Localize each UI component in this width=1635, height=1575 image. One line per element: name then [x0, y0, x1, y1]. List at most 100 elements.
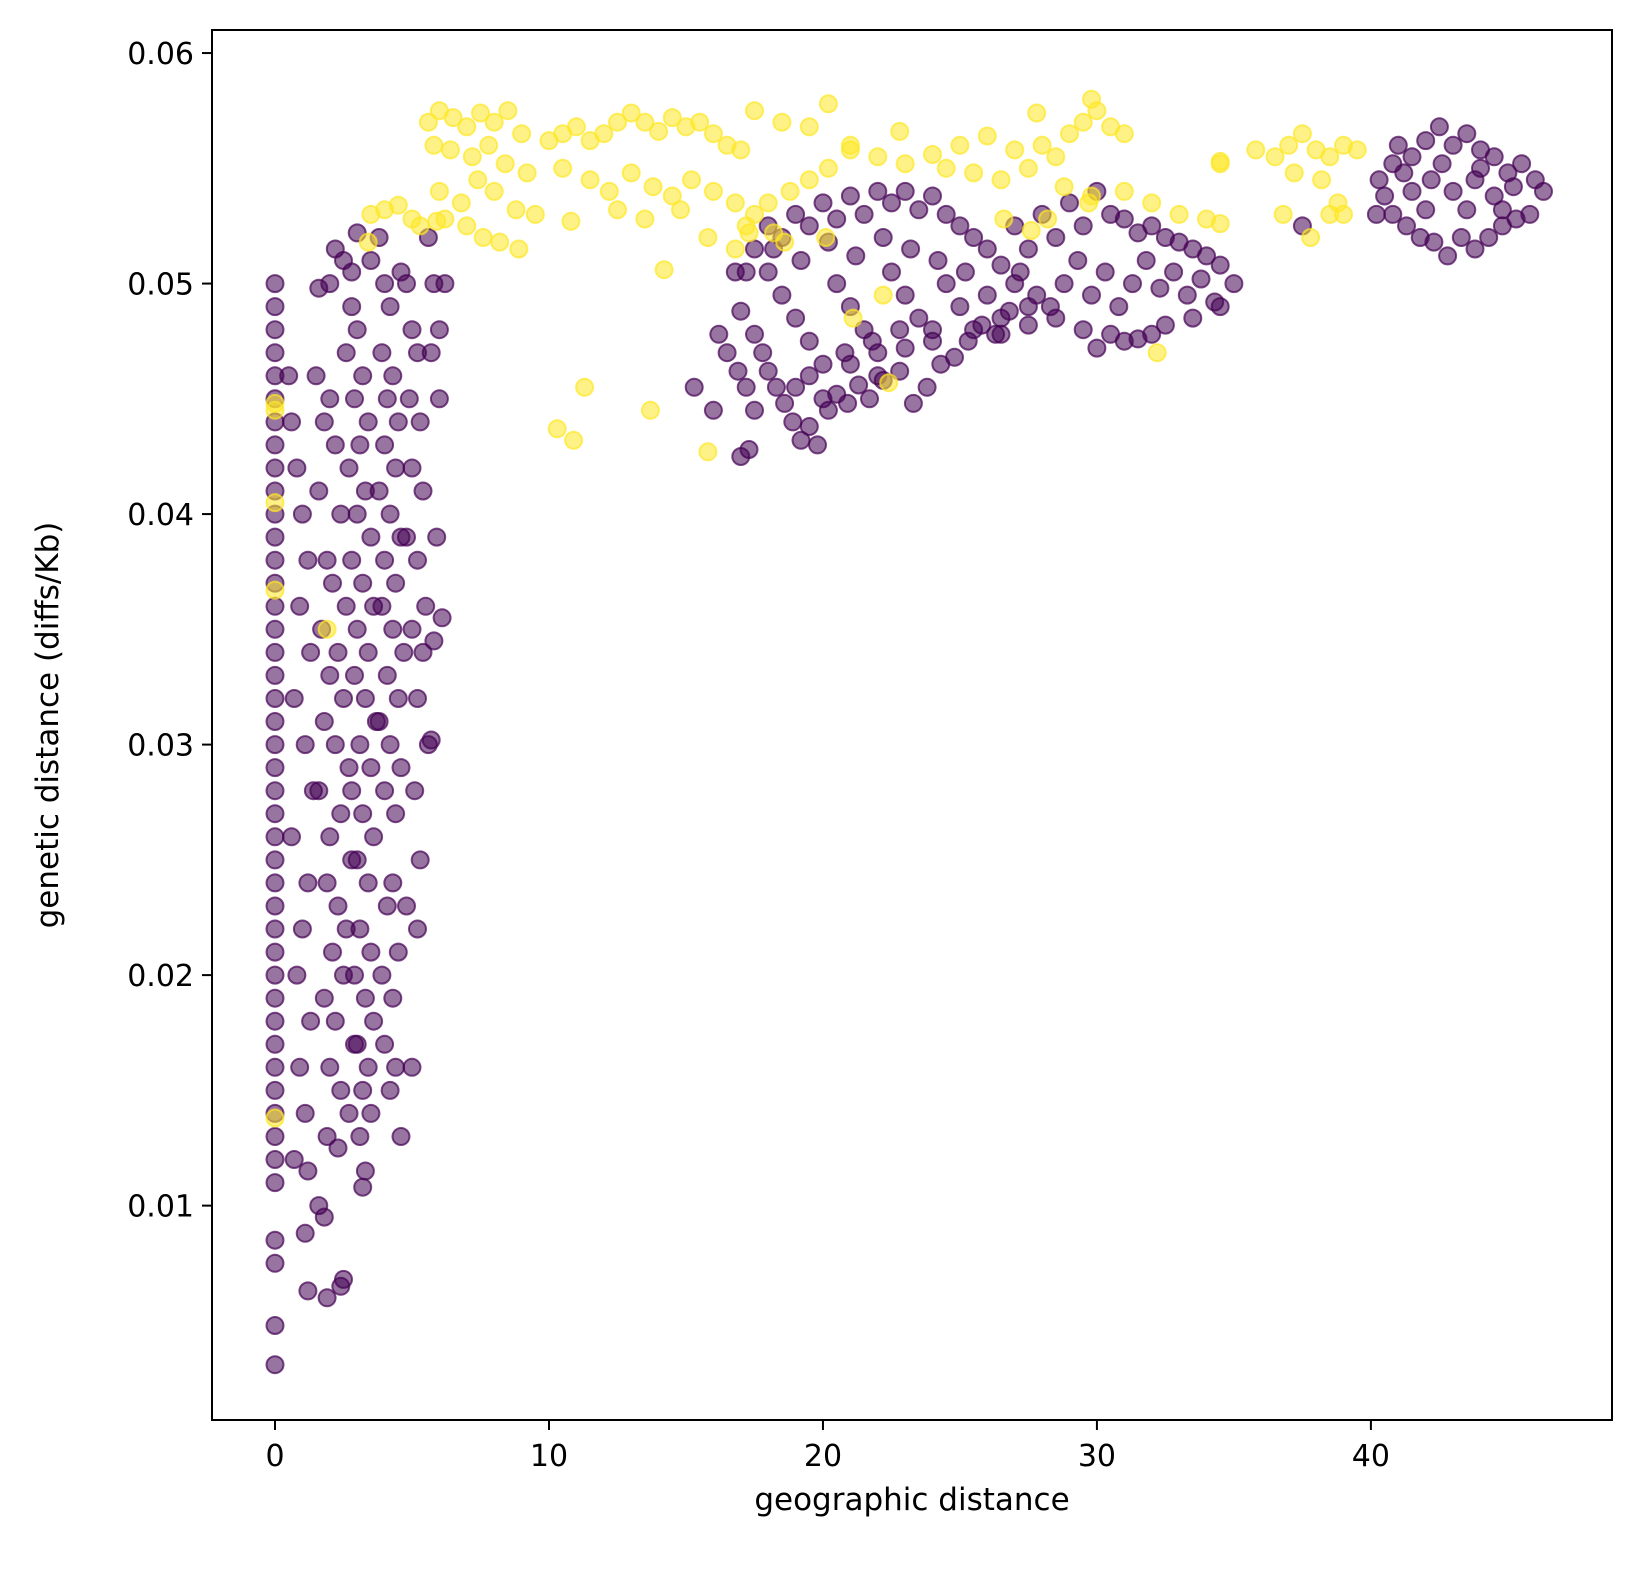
scatter-point — [621, 163, 641, 183]
scatter-point — [923, 186, 942, 206]
scatter-point — [818, 158, 838, 178]
scatter-point — [471, 103, 490, 123]
scatter-point — [854, 204, 874, 224]
scatter-point — [339, 458, 359, 478]
scatter-point — [868, 181, 888, 201]
scatter-point — [799, 170, 819, 190]
scatter-point — [1123, 274, 1142, 294]
scatter-point — [964, 320, 984, 340]
scatter-point — [342, 262, 362, 282]
scatter-point — [314, 412, 334, 432]
scatter-point — [1347, 140, 1367, 160]
scatter-point — [432, 608, 452, 628]
scatter-point — [909, 308, 929, 328]
plot-frame — [211, 29, 1613, 1421]
scatter-point — [1484, 186, 1504, 206]
scatter-point — [745, 101, 764, 121]
scatter-point — [295, 1223, 315, 1243]
scatter-point — [265, 320, 285, 340]
scatter-point — [342, 781, 362, 801]
scatter-point — [399, 389, 419, 409]
scatter-point — [758, 193, 778, 213]
scatter-point — [353, 1080, 373, 1100]
scatter-point — [380, 1080, 400, 1100]
scatter-point — [413, 642, 433, 662]
scatter-point — [643, 177, 663, 197]
scatter-point — [265, 1253, 285, 1273]
scatter-point — [377, 665, 397, 685]
scatter-point — [353, 804, 373, 824]
scatter-point — [1018, 158, 1038, 178]
scatter-point — [838, 393, 858, 413]
scatter-point — [402, 1057, 422, 1077]
scatter-point — [1136, 251, 1156, 270]
scatter-point — [355, 689, 375, 708]
scatter-point — [635, 112, 655, 132]
scatter-point — [301, 1011, 321, 1031]
scatter-point — [265, 1173, 285, 1193]
scatter-point — [813, 354, 833, 374]
scatter-point — [662, 108, 682, 128]
scatter-point — [843, 308, 863, 328]
scatter-point — [895, 154, 915, 174]
scatter-point — [1038, 209, 1058, 229]
scatter-point — [1402, 181, 1422, 201]
scatter-point — [813, 389, 833, 409]
scatter-point — [325, 1011, 345, 1031]
scatter-point — [462, 147, 482, 167]
scatter-point — [397, 527, 416, 547]
scatter-point — [317, 619, 337, 639]
scatter-point — [418, 112, 438, 132]
scatter-point — [799, 117, 819, 137]
scatter-point — [402, 209, 422, 229]
scatter-point — [1334, 204, 1353, 224]
scatter-point — [457, 216, 477, 236]
scatter-point — [1457, 124, 1477, 144]
x-tick-label: 10 — [530, 1439, 568, 1474]
scatter-point — [429, 320, 449, 340]
scatter-point — [827, 209, 847, 229]
scatter-point — [703, 400, 723, 420]
scatter-point — [309, 481, 329, 501]
scatter-point — [1046, 308, 1066, 328]
scatter-point — [799, 417, 819, 436]
scatter-point — [1197, 246, 1216, 266]
scatter-point — [309, 278, 329, 298]
scatter-point — [772, 285, 792, 305]
scatter-point — [358, 642, 378, 662]
scatter-point — [380, 504, 400, 524]
scatter-point — [728, 361, 748, 381]
x-tick-label: 20 — [804, 1439, 842, 1474]
scatter-point — [314, 988, 334, 1008]
scatter-point — [1142, 216, 1162, 236]
scatter-point — [509, 239, 529, 259]
scatter-point — [923, 145, 942, 164]
scatter-point — [435, 274, 455, 294]
scatter-point — [350, 1127, 370, 1146]
scatter-point — [599, 181, 619, 201]
scatter-point — [977, 239, 997, 259]
scatter-point — [328, 642, 348, 662]
scatter-point — [309, 781, 329, 801]
scatter-point — [314, 712, 334, 731]
scatter-point — [265, 343, 285, 363]
scatter-point — [375, 274, 395, 294]
scatter-point — [772, 112, 792, 132]
scatter-point — [424, 631, 444, 651]
scatter-point — [553, 158, 573, 178]
scatter-point — [317, 1288, 337, 1308]
scatter-point — [375, 1034, 395, 1054]
scatter-point — [342, 550, 362, 570]
scatter-point — [786, 377, 806, 397]
scatter-point — [1010, 262, 1030, 282]
scatter-point — [1046, 228, 1066, 247]
scatter-point — [457, 117, 477, 137]
scatter-point — [566, 117, 586, 137]
scatter-point — [775, 232, 795, 252]
scatter-point — [955, 262, 975, 282]
scatter-point — [936, 204, 956, 224]
scatter-point — [347, 619, 367, 639]
scatter-point — [317, 550, 337, 570]
